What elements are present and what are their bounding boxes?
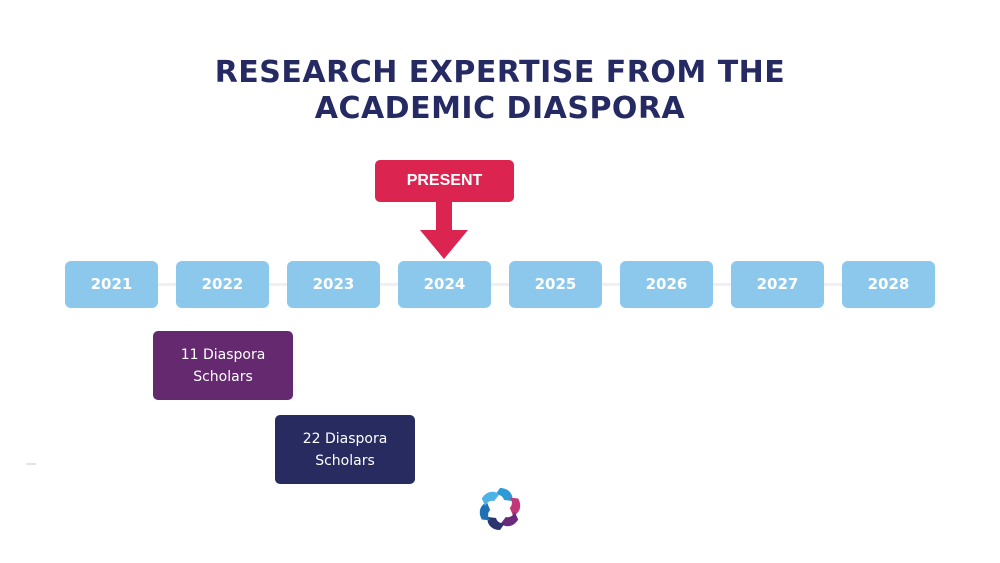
page-title: RESEARCH EXPERTISE FROM THE ACADEMIC DIA… — [0, 55, 1000, 127]
present-label: PRESENT — [375, 160, 514, 202]
year-2024: 2024 — [398, 261, 491, 308]
year-2021: 2021 — [65, 261, 158, 308]
year-2023: 2023 — [287, 261, 380, 308]
cohort-label: 11 Diaspora Scholars — [180, 346, 266, 385]
year-2027: 2027 — [731, 261, 824, 308]
year-2022: 2022 — [176, 261, 269, 308]
present-arrow-down-icon — [420, 202, 468, 259]
cohort-box-11-scholars: 11 Diaspora Scholars — [153, 331, 293, 400]
year-2028: 2028 — [842, 261, 935, 308]
cohort-box-22-scholars: 22 Diaspora Scholars — [275, 415, 415, 484]
decorative-dash — [26, 463, 36, 465]
organization-logo-icon — [479, 488, 521, 530]
year-2025: 2025 — [509, 261, 602, 308]
cohort-label: 22 Diaspora Scholars — [302, 430, 388, 469]
timeline-line — [110, 283, 890, 286]
year-2026: 2026 — [620, 261, 713, 308]
title-line-1: RESEARCH EXPERTISE FROM THE — [214, 55, 786, 90]
title-line-2: ACADEMIC DIASPORA — [314, 91, 686, 126]
